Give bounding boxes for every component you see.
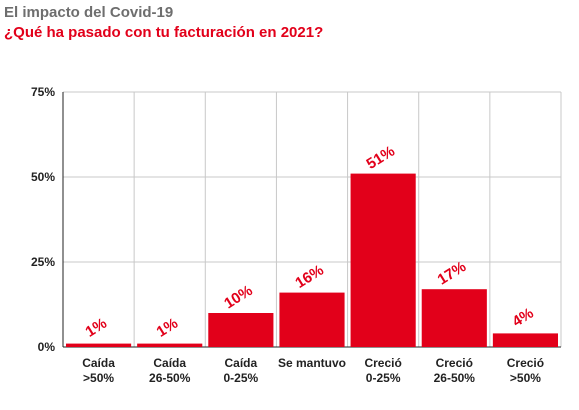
data-label: 1% xyxy=(154,315,181,341)
x-tick-label: 0-25% xyxy=(224,371,259,385)
data-label: 51% xyxy=(364,143,398,173)
x-tick-label: Creció xyxy=(436,356,473,370)
x-tick-label: >50% xyxy=(510,371,541,385)
x-tick-label: Se mantuvo xyxy=(278,356,346,370)
y-tick-label: 25% xyxy=(31,255,55,269)
y-tick-label: 0% xyxy=(38,340,56,354)
x-tick-label: 26-50% xyxy=(149,371,191,385)
x-tick-label: 0-25% xyxy=(366,371,401,385)
bar xyxy=(421,289,487,347)
data-label: 4% xyxy=(509,305,536,331)
x-tick-label: Caída xyxy=(82,356,115,370)
x-tick-label: Caída xyxy=(225,356,258,370)
y-tick-label: 50% xyxy=(31,170,55,184)
bar xyxy=(350,173,416,347)
data-label: 17% xyxy=(435,258,469,288)
data-label: 16% xyxy=(292,262,326,292)
y-tick-label: 75% xyxy=(31,85,55,99)
axis-layer: 0%25%50%75%Caída>50%Caída26-50%Caída0-25… xyxy=(31,85,561,385)
chart-title: El impacto del Covid-19 xyxy=(4,4,174,21)
x-tick-label: >50% xyxy=(83,371,114,385)
data-label: 10% xyxy=(221,282,255,312)
bar xyxy=(208,313,274,347)
x-tick-label: Creció xyxy=(364,356,401,370)
chart-subtitle: ¿Qué ha pasado con tu facturación en 202… xyxy=(4,24,324,41)
bar xyxy=(279,292,345,347)
x-tick-label: Creció xyxy=(507,356,544,370)
bar xyxy=(66,343,132,347)
x-tick-label: Caída xyxy=(153,356,186,370)
bar xyxy=(137,343,203,347)
bar-layer xyxy=(66,173,558,347)
x-tick-label: 26-50% xyxy=(434,371,476,385)
bar xyxy=(492,333,558,347)
grid-layer xyxy=(63,91,562,347)
data-label: 1% xyxy=(82,315,109,341)
